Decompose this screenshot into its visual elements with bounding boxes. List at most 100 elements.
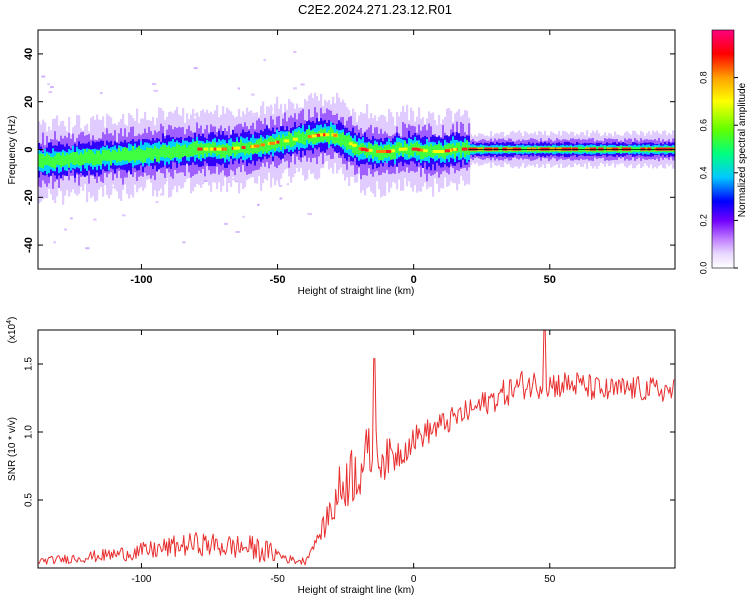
spectrogram-hotspot — [544, 147, 548, 151]
spectrogram-cell — [146, 147, 149, 159]
spectrogram-hotspot — [640, 147, 646, 151]
spectrogram-cell — [460, 145, 463, 158]
spectrogram-cell — [228, 145, 231, 157]
spectrogram-speckle — [64, 228, 67, 231]
spectrogram-hotspot — [253, 144, 260, 148]
spectrogram-cell — [196, 140, 199, 155]
spectrogram-cell — [48, 155, 51, 166]
spectrogram-cell — [170, 147, 173, 160]
spectrogram-cell — [284, 136, 287, 150]
spectrogram-speckle — [279, 184, 283, 187]
spectrogram-cell — [106, 150, 109, 162]
colorbar: 0.0 0.2 0.4 0.6 0.8 Normalized spectral ampl… — [698, 29, 748, 274]
spectrogram-cell — [112, 149, 115, 161]
spectrogram-cell — [110, 152, 113, 166]
spectrogram-hotspot — [644, 147, 648, 151]
snr-panel: -100 -50 0 50 0.5 1.0 1.5 Height of straight … — [6, 317, 676, 596]
spectrogram-hotspot — [531, 147, 536, 151]
spectrogram-hotspot — [352, 143, 357, 147]
x-tick-label: -100 — [130, 274, 152, 286]
spectrogram-hotspot — [267, 142, 271, 146]
spectrogram-speckle — [50, 86, 54, 89]
spectrogram-cell — [404, 140, 407, 154]
y-tick-label: -40 — [23, 237, 35, 253]
spectrogram-cell — [292, 135, 295, 147]
y-tick-label: 1.5 — [24, 357, 35, 371]
spectrogram-hotspot — [609, 147, 616, 151]
spectrogram-cell — [60, 155, 63, 168]
spectrogram-cell — [280, 137, 283, 150]
spectrogram-cell — [332, 129, 335, 144]
spectrogram-cell — [126, 147, 129, 161]
spectrogram-cell — [338, 133, 341, 145]
spectrogram-cell — [334, 132, 337, 144]
spectrogram-speckle — [232, 178, 236, 181]
spectrogram-hotspot — [615, 147, 619, 151]
spectrogram-x-ticks: -100 -50 0 50 — [130, 30, 556, 286]
spectrogram-cell — [40, 153, 43, 168]
spectrogram-cell — [300, 133, 303, 144]
spectrogram-cell — [54, 155, 57, 169]
spectrogram-cell — [50, 156, 53, 167]
spectrogram-cell — [354, 141, 357, 156]
spectrogram-hotspot — [260, 143, 266, 147]
spectrogram-cell — [136, 147, 139, 161]
spectrogram-speckle — [257, 203, 260, 206]
spectrogram-hotspot — [210, 147, 214, 151]
spectrogram-speckle — [292, 87, 297, 90]
spectrogram-hotspot — [197, 147, 203, 151]
spectrogram-cell — [382, 148, 385, 160]
spectrogram-cell — [172, 146, 175, 159]
spectrogram-cell — [410, 142, 413, 156]
spectrogram-cell — [340, 133, 343, 147]
spectrogram-cell — [96, 150, 99, 165]
spectrogram-hotspot — [418, 148, 424, 152]
spectrogram-hotspot — [617, 147, 621, 151]
spectrogram-cell — [466, 140, 469, 155]
spectrogram-y-label: Frequency (Hz) — [7, 116, 18, 185]
spectrogram-hotspot — [398, 147, 404, 151]
spectrogram-speckle — [188, 175, 192, 178]
spectrogram-speckle — [234, 180, 239, 183]
spectrogram-speckle — [227, 180, 232, 183]
spectrogram-cell — [150, 147, 153, 161]
spectrogram-cell — [184, 144, 187, 156]
spectrogram-hotspot — [366, 148, 373, 152]
spectrogram-speckle — [93, 218, 97, 221]
spectrogram-cell — [168, 145, 171, 158]
spectrogram-hotspot — [348, 142, 353, 146]
spectrogram-cell — [104, 149, 107, 161]
snr-y-multiplier: (x104) — [6, 317, 18, 344]
spectrogram-hotspot — [513, 147, 518, 151]
spectrogram-speckle — [235, 230, 240, 233]
spectrogram-cell — [372, 146, 375, 159]
spectrogram-cell — [114, 150, 117, 160]
spectrogram-cell — [102, 149, 105, 161]
spectrogram-cell — [76, 151, 79, 165]
spectrogram-hotspot — [468, 147, 474, 151]
spectrogram-cell — [122, 148, 125, 161]
spectrogram-cell — [130, 150, 133, 162]
spectrogram-hotspot — [657, 147, 664, 151]
spectrogram-cell — [306, 130, 309, 140]
spectrogram-cell — [52, 157, 55, 168]
spectrogram-hotspot — [527, 147, 531, 151]
spectrogram-cell — [302, 131, 305, 145]
spectrogram-cell — [430, 143, 433, 158]
spectrogram-hotspot — [484, 147, 488, 151]
spectrogram-hotspot — [559, 147, 566, 151]
snr-y-multiplier-close: ) — [7, 317, 18, 320]
spectrogram-hotspot — [213, 147, 218, 151]
spectrogram-cell — [462, 142, 465, 153]
spectrogram-hotspot — [493, 147, 499, 151]
spectrogram-hotspot — [598, 147, 604, 151]
spectrogram-hotspot — [473, 147, 478, 151]
y-tick-label: 0.5 — [24, 493, 35, 507]
spectrogram-cell — [154, 145, 157, 157]
spectrogram-hotspot — [667, 147, 673, 151]
spectrogram-hotspot — [417, 148, 421, 152]
spectrogram-cell — [180, 146, 183, 159]
spectrogram-cell — [402, 146, 405, 157]
spectrogram-cell — [108, 149, 111, 161]
spectrogram-speckle — [85, 247, 90, 250]
